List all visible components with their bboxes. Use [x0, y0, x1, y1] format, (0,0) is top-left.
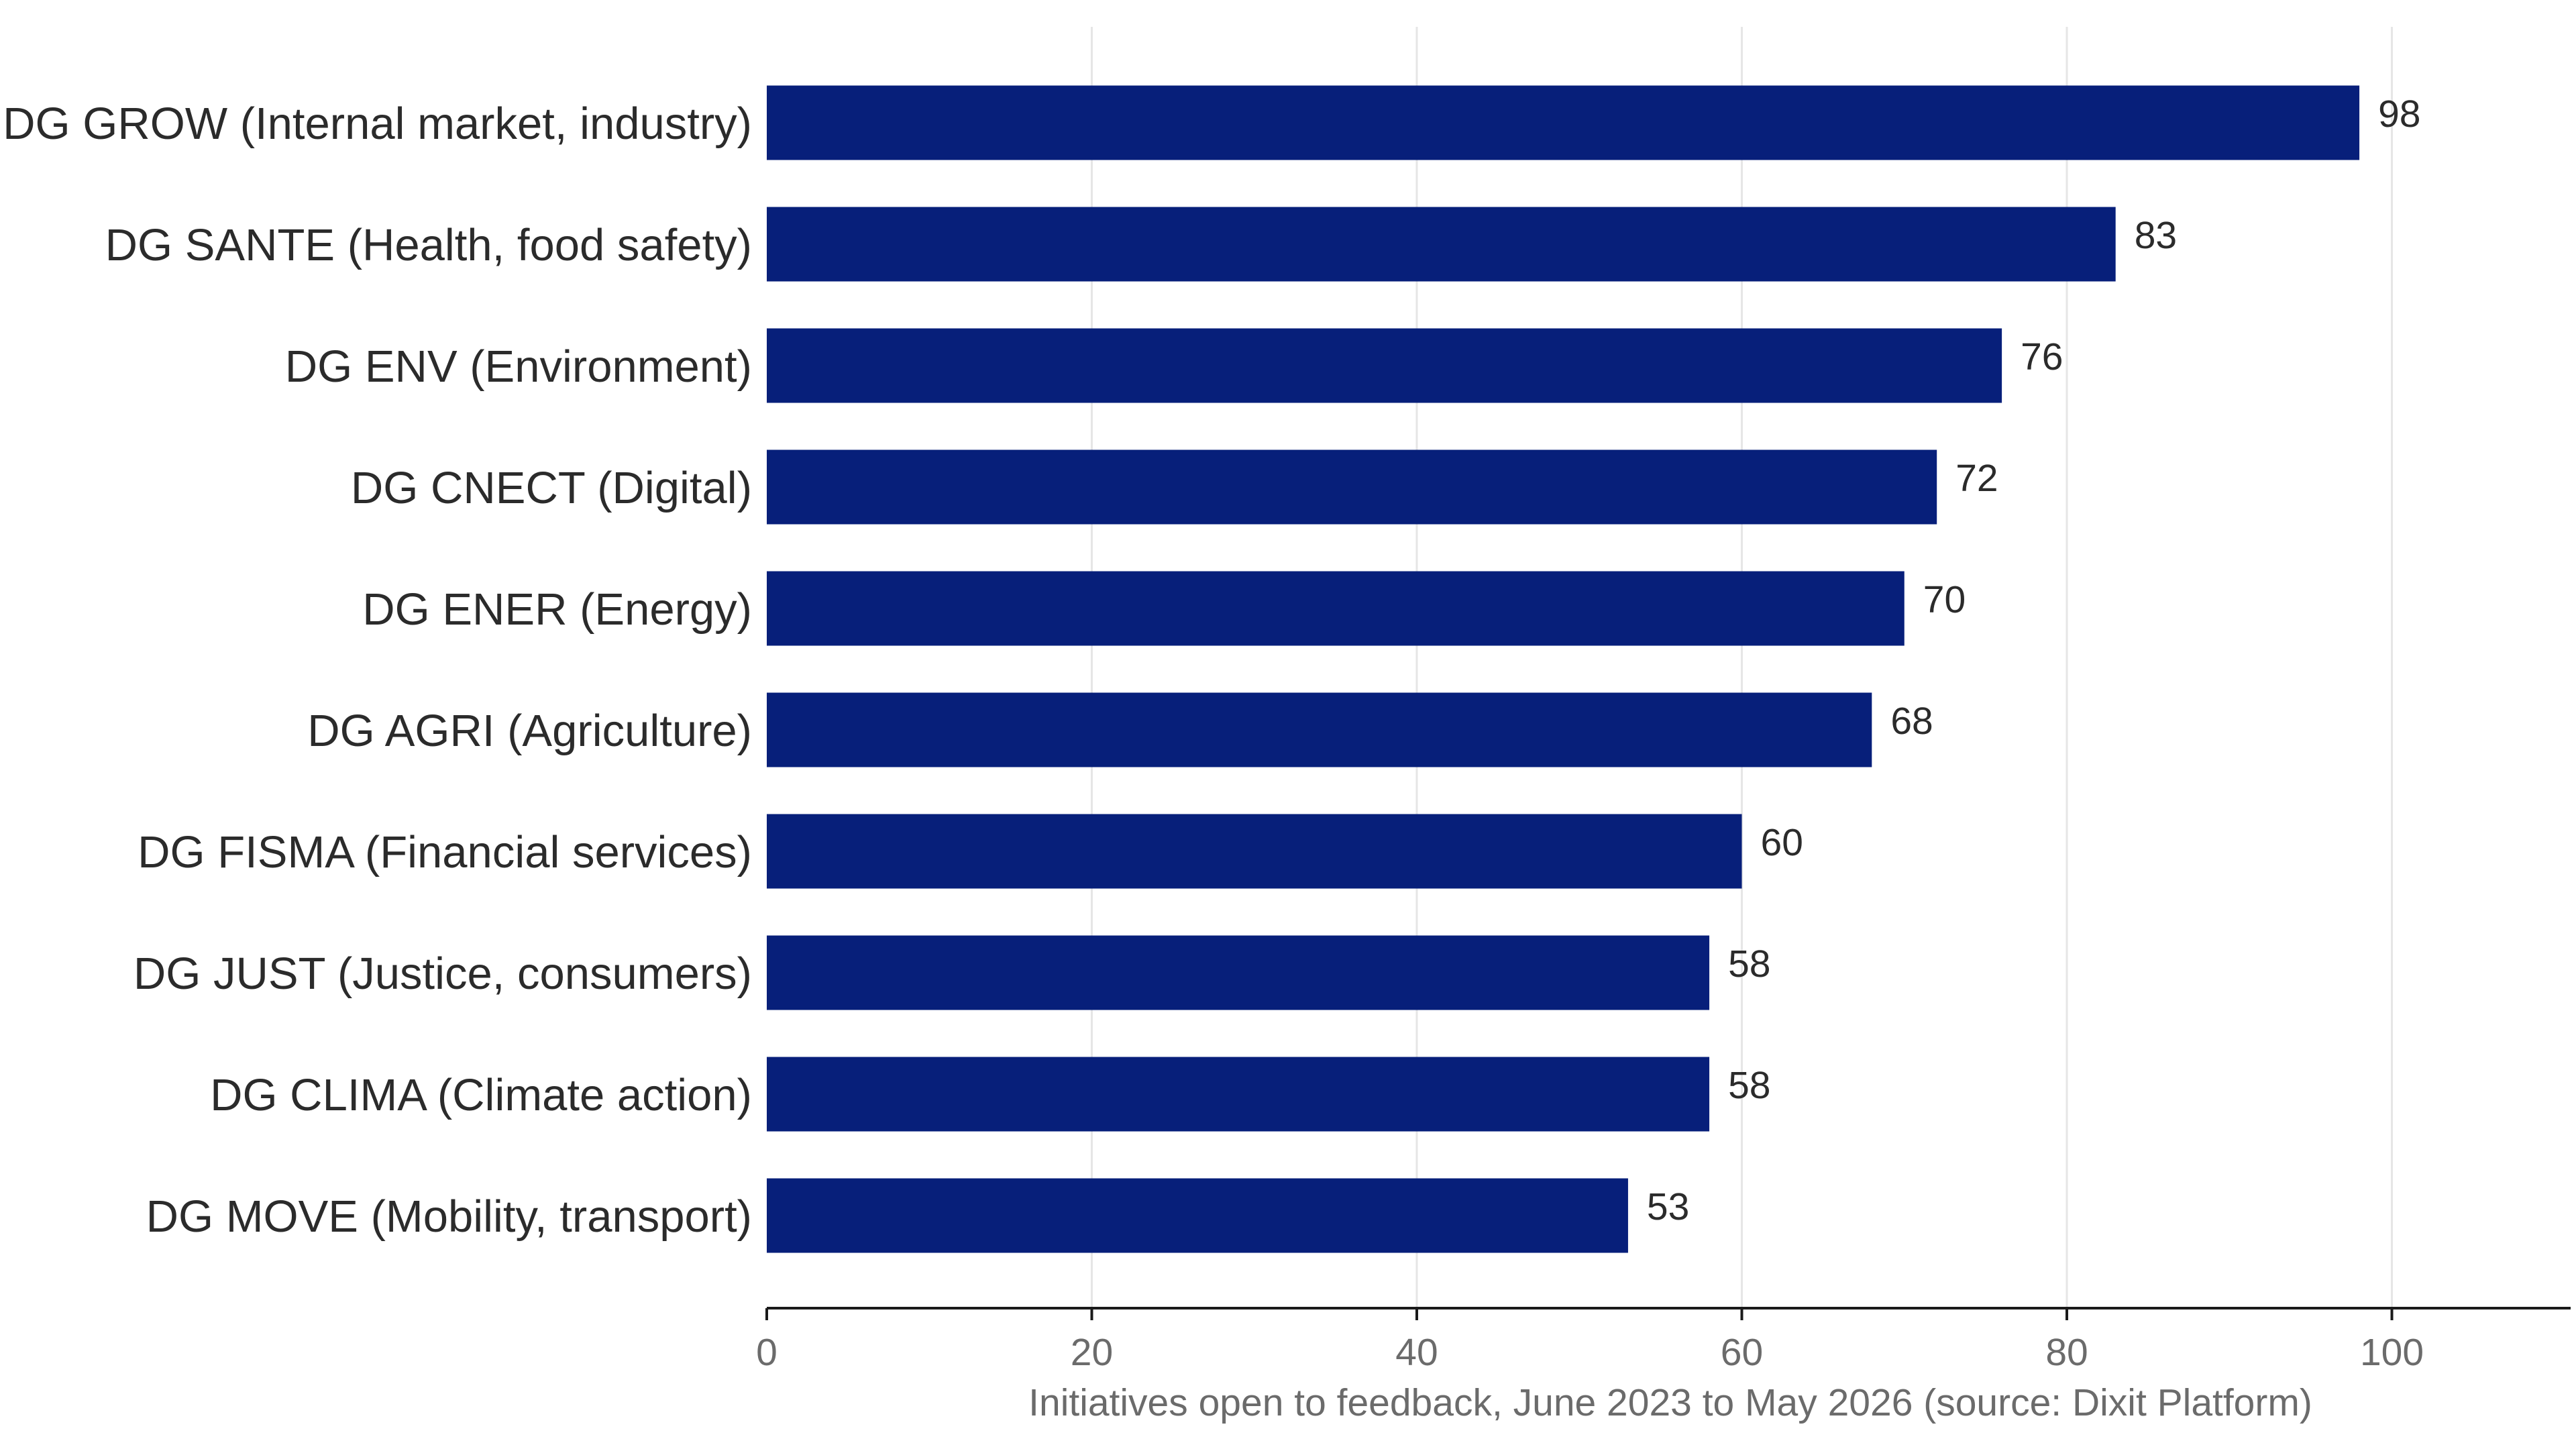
x-tick-label: 60	[1721, 1331, 1763, 1374]
category-label: DG GROW (Internal market, industry)	[3, 99, 752, 149]
bar	[767, 571, 1904, 646]
category-label: DG AGRI (Agriculture)	[307, 706, 752, 756]
category-label: DG JUST (Justice, consumers)	[133, 949, 752, 999]
bar	[767, 1057, 1710, 1132]
bar-value-label: 60	[1761, 821, 1803, 864]
bar	[767, 85, 2360, 160]
x-tick-label: 40	[1395, 1331, 1438, 1374]
category-label: DG CNECT (Digital)	[351, 463, 752, 513]
bar-value-label: 58	[1728, 1064, 1770, 1107]
bar-value-label: 58	[1728, 943, 1770, 985]
bar	[767, 328, 2002, 403]
x-tick-label: 0	[756, 1331, 777, 1374]
category-label: DG MOVE (Mobility, transport)	[146, 1191, 752, 1242]
category-label: DG CLIMA (Climate action)	[210, 1070, 752, 1120]
bar	[767, 207, 2116, 282]
value-labels: 98 83 76 72 70 68 60 58 58 53	[1647, 93, 2421, 1228]
bar	[767, 449, 1937, 525]
bar	[767, 692, 1872, 767]
category-label: DG SANTE (Health, food safety)	[105, 220, 752, 270]
bar-value-label: 98	[2378, 93, 2420, 136]
bars	[767, 85, 2360, 1253]
bar	[767, 935, 1710, 1010]
category-label: DG FISMA (Financial services)	[138, 827, 752, 877]
category-label: DG ENV (Environment)	[285, 341, 752, 392]
x-axis-title: Initiatives open to feedback, June 2023 …	[1028, 1381, 2312, 1424]
bar-value-label: 68	[1890, 700, 1933, 743]
bar-value-label: 53	[1647, 1185, 1689, 1228]
x-axis-ticks: 0 20 40 60 80 100	[756, 1308, 2424, 1374]
bar-value-label: 70	[1923, 578, 1966, 621]
x-tick-label: 80	[2045, 1331, 2088, 1374]
category-labels: DG GROW (Internal market, industry) DG SA…	[3, 99, 752, 1242]
bar	[767, 814, 1742, 889]
bar-value-label: 76	[2021, 335, 2063, 378]
x-tick-label: 20	[1071, 1331, 1113, 1374]
bar	[767, 1178, 1628, 1253]
x-tick-label: 100	[2360, 1331, 2424, 1374]
bar-value-label: 83	[2135, 214, 2177, 257]
bar-value-label: 72	[1955, 457, 1998, 500]
category-label: DG ENER (Energy)	[362, 584, 752, 635]
